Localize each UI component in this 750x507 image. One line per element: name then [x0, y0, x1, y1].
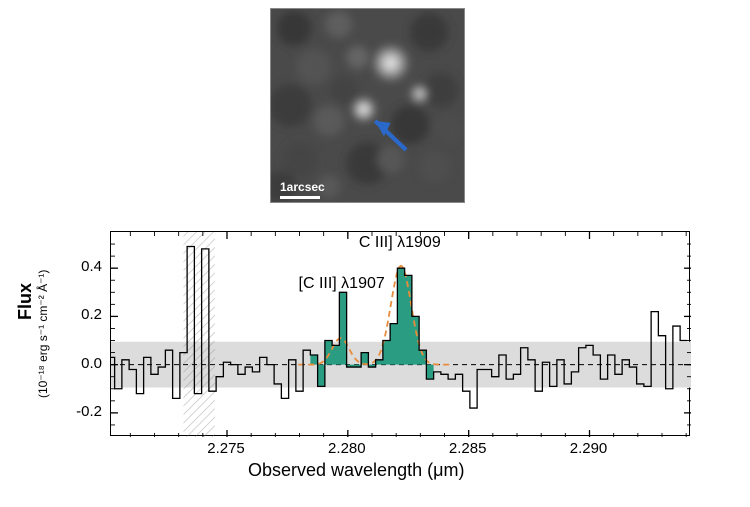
- x-axis-label: Observed wavelength (μm): [248, 460, 464, 481]
- x-tick-label: 2.290: [570, 440, 608, 457]
- x-tick-label: 2.280: [328, 440, 366, 457]
- y-tick-label: 0.2: [81, 306, 102, 323]
- spectrum-chart: [110, 231, 690, 436]
- y-tick-label: -0.2: [76, 403, 102, 420]
- y-axis-sublabel: (10⁻¹⁸ erg s⁻¹ cm⁻² Å⁻¹): [36, 270, 50, 398]
- x-tick-label: 2.285: [449, 440, 487, 457]
- y-axis-label: Flux: [15, 283, 36, 320]
- emission-line-label: [C III] λ1907: [299, 275, 385, 293]
- scale-bar: 1arcsec: [280, 180, 325, 199]
- scale-bar-line: [280, 196, 320, 199]
- scale-bar-label: 1arcsec: [280, 180, 325, 194]
- emission-line-label: C III] λ1909: [359, 234, 441, 252]
- x-tick-label: 2.275: [207, 440, 245, 457]
- astro-image-panel: [270, 8, 465, 203]
- y-tick-label: 0.0: [81, 355, 102, 372]
- y-tick-label: 0.4: [81, 258, 102, 275]
